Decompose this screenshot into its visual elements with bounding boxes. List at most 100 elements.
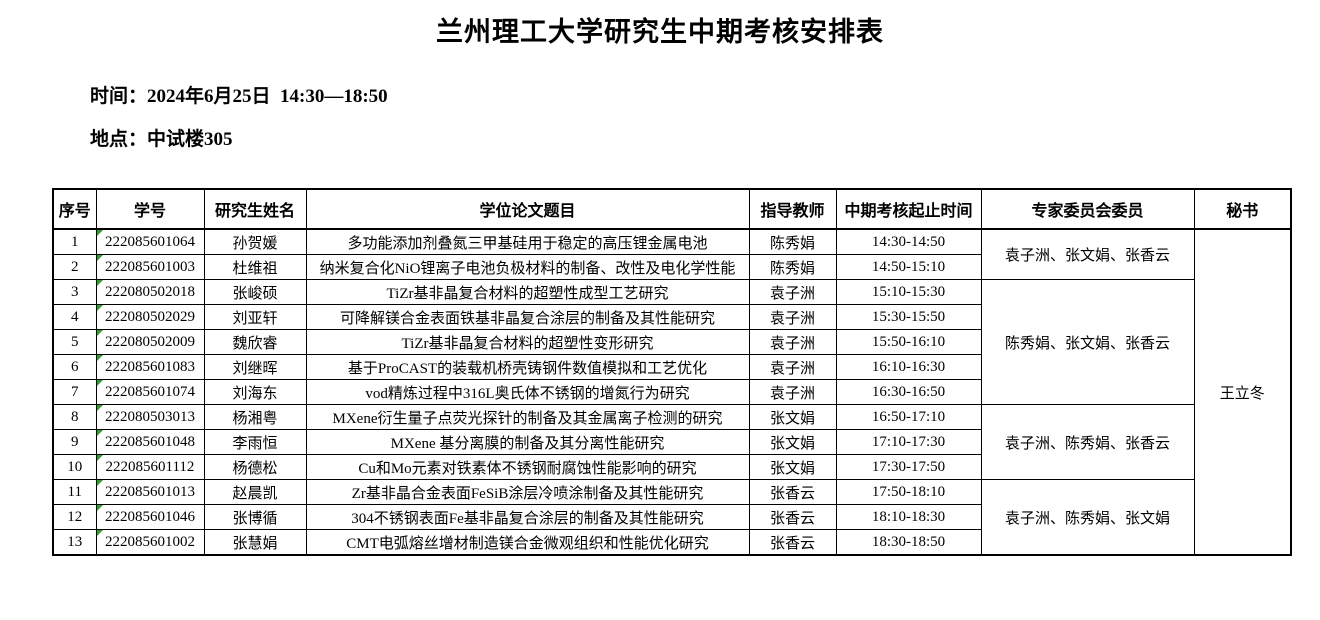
col-header-student-id: 学号 bbox=[95, 188, 205, 230]
time-slot-cell: 17:50-18:10 bbox=[835, 479, 982, 505]
time-slot-cell: 17:10-17:30 bbox=[835, 429, 982, 455]
index-cell: 3 bbox=[52, 279, 97, 305]
student-id-text: 222080502018 bbox=[105, 283, 195, 300]
thesis-title-cell: 304不锈钢表面Fe基非晶复合涂层的制备及其性能研究 bbox=[305, 504, 750, 530]
time-slot-cell: 16:30-16:50 bbox=[835, 379, 982, 405]
student-name-cell: 张峻硕 bbox=[203, 279, 307, 305]
table-row: 7 222085601074 刘海东 vod精炼过程中316L奥氏体不锈钢的增氮行为研… bbox=[52, 379, 1291, 405]
advisor-cell: 袁子洲 bbox=[748, 279, 837, 305]
exam-time-text: 时间：2024年6月25日 14:30—18:50 bbox=[90, 86, 388, 107]
student-id-text: 222085601046 bbox=[105, 508, 195, 525]
excel-error-marker-icon bbox=[97, 280, 103, 286]
advisor-cell: 张文娟 bbox=[748, 454, 837, 480]
table-row: 8 222080503013 杨湘粤 MXene衍生量子点荧光探针的制备及其金属离子检… bbox=[52, 404, 1291, 480]
thesis-title-cell: vod精炼过程中316L奥氏体不锈钢的增氮行为研究 bbox=[305, 379, 750, 405]
student-id-cell: 222085601046 bbox=[95, 504, 205, 530]
index-cell: 12 bbox=[52, 504, 97, 530]
student-id-text: 222080502029 bbox=[105, 308, 195, 325]
exam-location-text: 地点：中试楼305 bbox=[90, 129, 233, 150]
secretary-cell: 王立冬 bbox=[1193, 228, 1292, 556]
index-cell: 9 bbox=[52, 429, 97, 455]
col-header-time-slot: 中期考核起止时间 bbox=[835, 188, 982, 230]
col-header-index: 序号 bbox=[52, 188, 97, 230]
time-slot-cell: 14:50-15:10 bbox=[835, 254, 982, 280]
assessment-schedule-table: 序号 学号 研究生姓名 学位论文题目 指导教师 中期考核起止时间 专家委员会委员… bbox=[52, 188, 1292, 556]
time-slot-cell: 16:10-16:30 bbox=[835, 354, 982, 380]
excel-error-marker-icon bbox=[97, 355, 103, 361]
student-id-cell: 222085601003 bbox=[95, 254, 205, 280]
table-row: 11 222085601013 赵晨凯 Zr基非晶合金表面FeSiB涂层冷喷涂制备及其… bbox=[52, 479, 1291, 556]
excel-error-marker-icon bbox=[97, 230, 103, 236]
advisor-cell: 陈秀娟 bbox=[748, 228, 837, 255]
student-name-cell: 杨湘粤 bbox=[203, 404, 307, 430]
excel-error-marker-icon bbox=[97, 380, 103, 386]
committee-cell: 陈秀娟、张文娟、张香云 bbox=[980, 279, 1195, 405]
index-cell: 4 bbox=[52, 304, 97, 330]
student-id-text: 222085601074 bbox=[105, 383, 195, 400]
time-slot-cell: 15:50-16:10 bbox=[835, 329, 982, 355]
excel-error-marker-icon bbox=[97, 405, 103, 411]
thesis-title-cell: 多功能添加剂叠氮三甲基硅用于稳定的高压锂金属电池 bbox=[305, 228, 750, 255]
student-name-cell: 魏欣睿 bbox=[203, 329, 307, 355]
committee-cell: 袁子洲、陈秀娟、张文娟 bbox=[980, 479, 1195, 556]
table-row: 10 222085601112 杨德松 Cu和Mo元素对铁素体不锈钢耐腐蚀性能影响的研… bbox=[52, 454, 1291, 480]
committee-cell: 袁子洲、张文娟、张香云 bbox=[980, 228, 1195, 280]
table-row: 4 222080502029 刘亚轩 可降解镁合金表面铁基非晶复合涂层的制备及其性能研… bbox=[52, 304, 1291, 330]
student-id-text: 222080503013 bbox=[105, 408, 195, 425]
info-block: 时间：2024年6月25日 14:30—18:50 地点：中试楼305 bbox=[90, 85, 1320, 152]
index-cell: 11 bbox=[52, 479, 97, 505]
advisor-cell: 张香云 bbox=[748, 479, 837, 505]
advisor-cell: 袁子洲 bbox=[748, 304, 837, 330]
student-id-text: 222085601002 bbox=[105, 533, 195, 550]
col-header-thesis-title: 学位论文题目 bbox=[305, 188, 750, 230]
student-name-cell: 张慧娟 bbox=[203, 529, 307, 556]
student-id-text: 222085601048 bbox=[105, 433, 195, 450]
advisor-cell: 陈秀娟 bbox=[748, 254, 837, 280]
student-id-cell: 222085601112 bbox=[95, 454, 205, 480]
thesis-title-cell: Zr基非晶合金表面FeSiB涂层冷喷涂制备及其性能研究 bbox=[305, 479, 750, 505]
student-id-cell: 222085601064 bbox=[95, 228, 205, 255]
student-id-cell: 222080502018 bbox=[95, 279, 205, 305]
student-id-cell: 222085601048 bbox=[95, 429, 205, 455]
index-cell: 2 bbox=[52, 254, 97, 280]
excel-error-marker-icon bbox=[97, 455, 103, 461]
advisor-cell: 张文娟 bbox=[748, 429, 837, 455]
student-id-cell: 222085601074 bbox=[95, 379, 205, 405]
index-cell: 1 bbox=[52, 228, 97, 255]
excel-error-marker-icon bbox=[97, 255, 103, 261]
student-name-cell: 张博循 bbox=[203, 504, 307, 530]
student-id-text: 222085601013 bbox=[105, 483, 195, 500]
index-cell: 13 bbox=[52, 529, 97, 556]
thesis-title-cell: 可降解镁合金表面铁基非晶复合涂层的制备及其性能研究 bbox=[305, 304, 750, 330]
student-id-cell: 222085601002 bbox=[95, 529, 205, 556]
thesis-title-cell: 纳米复合化NiO锂离子电池负极材料的制备、改性及电化学性能 bbox=[305, 254, 750, 280]
student-id-cell: 222085601083 bbox=[95, 354, 205, 380]
thesis-title-cell: 基于ProCAST的装载机桥壳铸钢件数值模拟和工艺优化 bbox=[305, 354, 750, 380]
table-header-row: 序号 学号 研究生姓名 学位论文题目 指导教师 中期考核起止时间 专家委员会委员… bbox=[52, 188, 1292, 230]
table-row: 3 222080502018 张峻硕 TiZr基非晶复合材料的超塑性成型工艺研究 袁子洲… bbox=[52, 279, 1291, 405]
student-id-cell: 222080502009 bbox=[95, 329, 205, 355]
index-cell: 5 bbox=[52, 329, 97, 355]
excel-error-marker-icon bbox=[97, 305, 103, 311]
table-row: 6 222085601083 刘继晖 基于ProCAST的装载机桥壳铸钢件数值模拟和工… bbox=[52, 354, 1291, 380]
thesis-title-cell: TiZr基非晶复合材料的超塑性变形研究 bbox=[305, 329, 750, 355]
advisor-cell: 张香云 bbox=[748, 529, 837, 556]
student-name-cell: 孙贺媛 bbox=[203, 228, 307, 255]
table-row: 13 222085601002 张慧娟 CMT电弧熔丝增材制造镁合金微观组织和性能优化… bbox=[52, 529, 1291, 556]
student-id-text: 222085601003 bbox=[105, 258, 195, 275]
student-id-cell: 222080502029 bbox=[95, 304, 205, 330]
excel-error-marker-icon bbox=[97, 505, 103, 511]
table-row: 1 222085601064 孙贺媛 多功能添加剂叠氮三甲基硅用于稳定的高压锂金属电池… bbox=[52, 228, 1292, 556]
col-header-committee: 专家委员会委员 bbox=[980, 188, 1195, 230]
excel-error-marker-icon bbox=[97, 480, 103, 486]
time-slot-cell: 17:30-17:50 bbox=[835, 454, 982, 480]
index-cell: 10 bbox=[52, 454, 97, 480]
student-id-text: 222085601083 bbox=[105, 358, 195, 375]
time-slot-cell: 15:10-15:30 bbox=[835, 279, 982, 305]
index-cell: 7 bbox=[52, 379, 97, 405]
student-name-cell: 赵晨凯 bbox=[203, 479, 307, 505]
advisor-cell: 袁子洲 bbox=[748, 354, 837, 380]
thesis-title-cell: MXene 基分离膜的制备及其分离性能研究 bbox=[305, 429, 750, 455]
student-id-text: 222085601112 bbox=[105, 458, 195, 475]
